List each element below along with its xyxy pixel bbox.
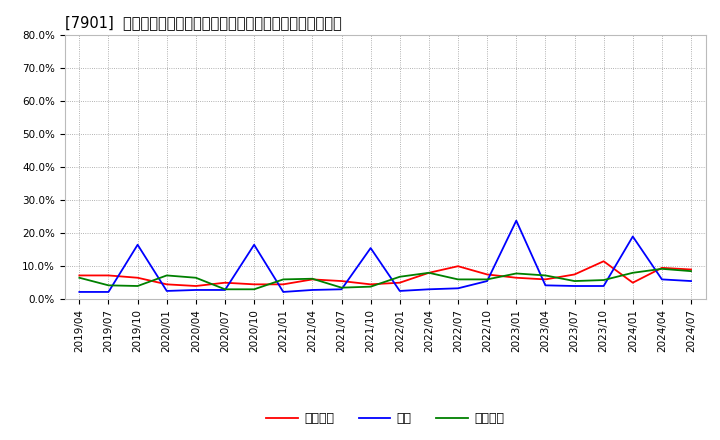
在庫 — [541, 283, 550, 288]
売上債権 — [133, 275, 142, 280]
買入債務 — [570, 279, 579, 284]
売上債権 — [308, 277, 317, 282]
売上債権 — [599, 259, 608, 264]
在庫 — [454, 286, 462, 291]
売上債権 — [657, 265, 666, 271]
在庫 — [425, 287, 433, 292]
Line: 売上債権: 売上債権 — [79, 261, 691, 286]
在庫 — [163, 288, 171, 293]
売上債権 — [366, 282, 375, 287]
買入債務 — [454, 277, 462, 282]
買入債務 — [250, 287, 258, 292]
Line: 在庫: 在庫 — [79, 221, 691, 292]
買入債務 — [220, 287, 229, 292]
買入債務 — [133, 283, 142, 289]
在庫 — [687, 279, 696, 284]
買入債務 — [687, 268, 696, 274]
在庫 — [75, 290, 84, 295]
在庫 — [220, 287, 229, 293]
在庫 — [279, 290, 287, 295]
買入債務 — [425, 270, 433, 275]
売上債権 — [75, 273, 84, 278]
買入債務 — [163, 273, 171, 278]
在庫 — [629, 234, 637, 239]
在庫 — [512, 218, 521, 224]
買入債務 — [192, 275, 200, 280]
在庫 — [366, 246, 375, 251]
売上債権 — [192, 283, 200, 289]
買入債務 — [366, 284, 375, 290]
売上債権 — [454, 264, 462, 269]
在庫 — [570, 283, 579, 289]
売上債権 — [425, 270, 433, 275]
買入債務 — [657, 266, 666, 271]
売上債権 — [279, 282, 287, 287]
買入債務 — [541, 273, 550, 278]
買入債務 — [629, 270, 637, 275]
Line: 買入債務: 買入債務 — [79, 269, 691, 290]
在庫 — [337, 287, 346, 292]
在庫 — [192, 287, 200, 293]
在庫 — [308, 287, 317, 293]
Text: [7901]  売上債権、在庫、買入債務の総資産に対する比率の推移: [7901] 売上債権、在庫、買入債務の総資産に対する比率の推移 — [65, 15, 341, 30]
在庫 — [395, 288, 404, 293]
売上債権 — [220, 280, 229, 286]
売上債権 — [337, 279, 346, 284]
在庫 — [599, 283, 608, 289]
在庫 — [250, 242, 258, 247]
売上債権 — [395, 280, 404, 286]
売上債権 — [250, 282, 258, 287]
売上債権 — [163, 282, 171, 287]
在庫 — [104, 290, 113, 295]
売上債権 — [570, 272, 579, 277]
買入債務 — [75, 275, 84, 280]
売上債権 — [483, 272, 492, 277]
売上債権 — [512, 275, 521, 280]
買入債務 — [308, 276, 317, 282]
在庫 — [133, 242, 142, 247]
買入債務 — [395, 274, 404, 279]
Legend: 売上債権, 在庫, 買入債務: 売上債権, 在庫, 買入債務 — [261, 407, 509, 430]
売上債権 — [687, 267, 696, 272]
売上債権 — [629, 280, 637, 286]
買入債務 — [279, 277, 287, 282]
売上債権 — [541, 277, 550, 282]
買入債務 — [512, 271, 521, 276]
在庫 — [483, 279, 492, 284]
買入債務 — [599, 278, 608, 283]
買入債務 — [483, 277, 492, 282]
買入債務 — [104, 283, 113, 288]
在庫 — [657, 277, 666, 282]
買入債務 — [337, 285, 346, 290]
売上債権 — [104, 273, 113, 278]
